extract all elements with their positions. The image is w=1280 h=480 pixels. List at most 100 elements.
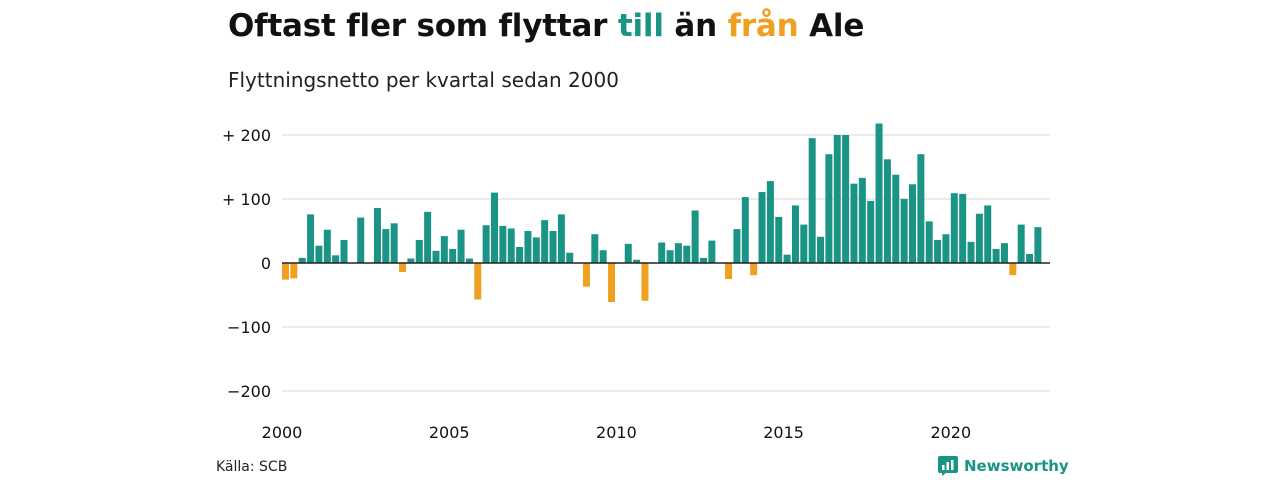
- bar: [432, 250, 440, 263]
- bar: [858, 177, 866, 263]
- bar: [516, 247, 524, 263]
- bar: [440, 236, 448, 263]
- bar: [549, 231, 557, 263]
- chart-subtitle: Flyttningsnetto per kvartal sedan 2000: [228, 68, 619, 92]
- y-tick-label: 0: [261, 254, 271, 273]
- bar: [733, 229, 741, 263]
- bar: [457, 229, 465, 263]
- bar: [666, 250, 674, 263]
- bar: [975, 213, 983, 263]
- bar: [658, 242, 666, 263]
- bar: [909, 184, 916, 263]
- chart-title: Oftast fler som flyttar till än från Ale: [228, 8, 864, 44]
- bar: [892, 174, 900, 263]
- brand-name: Newsworthy: [964, 457, 1069, 475]
- bar: [725, 263, 733, 279]
- bar: [566, 252, 574, 263]
- y-axis-labels: + 200 + 100 0 −100 −200: [222, 126, 271, 401]
- bar: [373, 207, 381, 263]
- bar: [825, 154, 833, 263]
- bar: [298, 257, 306, 263]
- brand-logo[interactable]: Newsworthy: [938, 456, 1069, 476]
- bar: [407, 258, 415, 263]
- bar: [842, 135, 850, 263]
- bar: [867, 200, 875, 263]
- bar: [591, 234, 599, 263]
- bar: [708, 240, 716, 263]
- title-fran: från: [727, 8, 799, 44]
- bar: [700, 257, 707, 263]
- bar: [633, 259, 641, 263]
- bar: [925, 221, 933, 263]
- x-tick-label: 2015: [763, 423, 804, 442]
- bar: [599, 250, 607, 263]
- bar: [783, 254, 791, 263]
- bar: [415, 239, 423, 263]
- bar: [465, 258, 473, 263]
- bar: [499, 225, 507, 263]
- y-tick-label: −200: [227, 382, 271, 401]
- bar: [482, 225, 490, 263]
- bar: [524, 231, 532, 263]
- newsworthy-logo-icon: [938, 456, 958, 476]
- x-tick-label: 2005: [429, 423, 470, 442]
- bar: [307, 214, 315, 263]
- bar: [750, 263, 758, 276]
- bar: [1009, 263, 1017, 276]
- x-tick-label: 2020: [930, 423, 971, 442]
- bar: [449, 248, 457, 263]
- bar: [900, 199, 908, 263]
- y-tick-label: + 200: [222, 126, 271, 145]
- title-till: till: [617, 8, 664, 44]
- bar: [984, 205, 992, 263]
- bar: [883, 159, 891, 263]
- title-part-2: än: [663, 8, 728, 44]
- bar: [340, 239, 348, 263]
- bar: [323, 229, 331, 263]
- title-part-3: Ale: [798, 8, 865, 44]
- bar: [817, 236, 825, 263]
- bar: [624, 243, 632, 263]
- bar: [775, 216, 783, 263]
- title-part-1: Oftast fler som flyttar: [228, 8, 618, 44]
- bar: [582, 263, 590, 287]
- bar: [424, 211, 432, 263]
- bars-layer: [282, 123, 1042, 303]
- bar: [641, 263, 649, 301]
- bar: [917, 154, 925, 263]
- bar: [290, 263, 298, 279]
- bar: [491, 192, 498, 263]
- bar: [332, 255, 340, 263]
- bar: [315, 245, 323, 263]
- bar: [474, 263, 482, 300]
- bar: [1000, 243, 1008, 263]
- bar: [850, 183, 858, 263]
- bar: [541, 220, 549, 263]
- bar: [390, 223, 398, 263]
- bar: [758, 191, 766, 263]
- bar: [808, 138, 816, 263]
- bar: [934, 239, 942, 263]
- bar: [942, 234, 950, 263]
- bar: [382, 229, 390, 263]
- x-axis-labels: 2000 2005 2010 2015 2020: [262, 423, 972, 442]
- bar: [399, 263, 407, 272]
- bar: [357, 217, 365, 263]
- bar: [691, 210, 699, 263]
- bar: [674, 243, 682, 263]
- bar: [800, 224, 808, 263]
- bar: [967, 241, 975, 263]
- bar: [1034, 227, 1042, 263]
- bar: [608, 263, 616, 303]
- bar: [1026, 254, 1034, 263]
- bar: [766, 181, 774, 263]
- bar: [791, 205, 799, 263]
- bar: [507, 228, 515, 263]
- source-note: Källa: SCB: [216, 459, 288, 475]
- bar: [282, 263, 289, 280]
- bar: [741, 197, 749, 263]
- bar: [875, 123, 883, 263]
- y-tick-label: + 100: [222, 190, 271, 209]
- bar: [833, 135, 841, 263]
